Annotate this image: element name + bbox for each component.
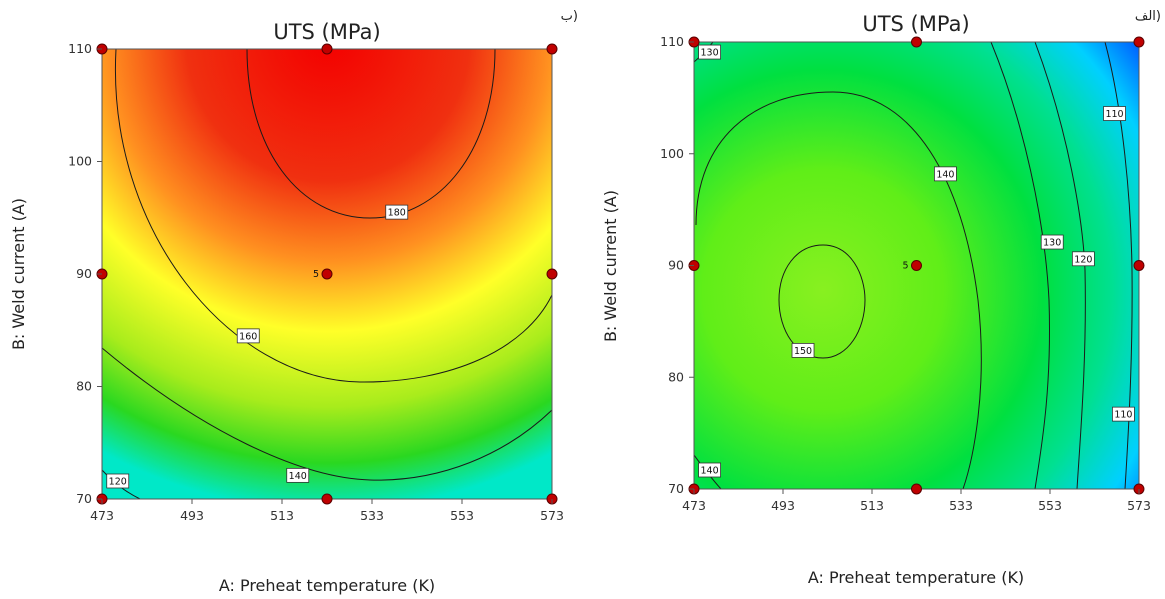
contour-label-box bbox=[106, 473, 130, 489]
contour-label: 140 bbox=[289, 471, 307, 482]
x-tick-label: 473 bbox=[90, 508, 114, 523]
y-tick-label: 100 bbox=[68, 154, 92, 169]
panel-tag-left: ب) bbox=[561, 9, 578, 24]
contour-chart-left: 180 160 140 120 5 473 493 513 533 553 573 70 80 90 1… bbox=[0, 0, 582, 599]
chart-title-left: UTS (MPa) bbox=[273, 20, 380, 44]
design-point bbox=[321, 43, 333, 55]
x-axis-label-right: A: Preheat temperature (K) bbox=[808, 568, 1024, 587]
design-point-count: 5 bbox=[902, 261, 908, 272]
contour-label: 120 bbox=[1074, 254, 1092, 265]
design-point bbox=[1133, 260, 1145, 271]
x-tick-label: 513 bbox=[860, 498, 884, 513]
y-tick-label: 80 bbox=[668, 369, 684, 384]
y-axis-label-right: B: Weld current (A) bbox=[601, 190, 620, 342]
contour-label-box bbox=[791, 343, 815, 358]
contour-140-inner bbox=[695, 91, 982, 489]
design-point bbox=[911, 260, 922, 271]
contour-label-box bbox=[1071, 251, 1095, 267]
x-tick-label: 513 bbox=[270, 508, 294, 523]
contour-label: 120 bbox=[109, 477, 127, 488]
chart-svg-left: 180 160 140 120 5 473 493 513 533 553 573 70 80 90 1… bbox=[9, 9, 578, 595]
contour-label: 140 bbox=[701, 466, 719, 477]
x-tick-label: 573 bbox=[1127, 498, 1151, 513]
contour-chart-right: 130 110 140 130 120 150 110 140 5 473 493 513 533 5… bbox=[583, 0, 1165, 599]
panel-tag-right: الف) bbox=[1135, 9, 1161, 24]
contour-label: 140 bbox=[936, 169, 954, 180]
contour-label-box bbox=[385, 204, 409, 220]
design-point bbox=[321, 493, 333, 505]
x-tick-label: 573 bbox=[540, 508, 564, 523]
contour-130 bbox=[990, 42, 1050, 489]
design-point bbox=[1133, 36, 1145, 48]
contour-180 bbox=[246, 49, 496, 219]
design-point bbox=[546, 268, 558, 280]
y-axis-label-left: B: Weld current (A) bbox=[9, 198, 28, 350]
x-tick-label: 473 bbox=[682, 498, 706, 513]
contour-140 bbox=[102, 347, 552, 481]
contour-label-box bbox=[698, 44, 721, 60]
y-tick-label: 90 bbox=[668, 258, 684, 273]
contour-160 bbox=[114, 49, 552, 383]
y-tick-label: 70 bbox=[76, 491, 92, 506]
contour-labels-right: 130 110 140 130 120 150 110 140 bbox=[698, 44, 1135, 478]
contour-label-box bbox=[1103, 106, 1126, 121]
contour-label-box bbox=[1112, 406, 1135, 422]
axis-ticks-right: 473 493 513 533 553 573 70 80 90 100 110 bbox=[660, 34, 1151, 513]
contour-label: 130 bbox=[1043, 238, 1061, 249]
contour-label-box bbox=[236, 328, 260, 344]
contour-label-box bbox=[934, 166, 957, 182]
contour-label-box bbox=[1040, 234, 1064, 250]
contour-lines-left bbox=[102, 49, 552, 499]
chart-svg-right: 130 110 140 130 120 150 110 140 5 473 493 513 533 5… bbox=[601, 9, 1161, 587]
contour-label: 130 bbox=[701, 48, 719, 59]
axis-ticks-left: 473 493 513 533 553 573 70 80 90 100 110 bbox=[68, 41, 564, 523]
x-tick-label: 493 bbox=[771, 498, 795, 513]
y-tick-label: 100 bbox=[660, 146, 684, 161]
contour-150 bbox=[778, 244, 866, 359]
design-point bbox=[911, 36, 922, 48]
contour-label: 160 bbox=[239, 331, 257, 342]
design-point-count: 5 bbox=[313, 269, 319, 280]
contour-120 bbox=[1034, 42, 1086, 489]
x-tick-label: 493 bbox=[180, 508, 204, 523]
contour-label: 150 bbox=[794, 346, 812, 357]
x-tick-label: 553 bbox=[450, 508, 474, 523]
contour-label-box bbox=[286, 467, 310, 483]
chart-title-right: UTS (MPa) bbox=[862, 12, 969, 36]
y-tick-label: 80 bbox=[76, 379, 92, 394]
design-point bbox=[911, 483, 922, 495]
y-tick-label: 70 bbox=[668, 481, 684, 496]
y-tick-label: 90 bbox=[76, 266, 92, 281]
x-tick-label: 533 bbox=[949, 498, 973, 513]
contour-label: 110 bbox=[1105, 109, 1123, 120]
design-point bbox=[546, 43, 558, 55]
contour-labels-left: 180 160 140 120 bbox=[106, 204, 409, 489]
contour-label: 110 bbox=[1114, 410, 1132, 421]
x-tick-label: 553 bbox=[1038, 498, 1062, 513]
design-point bbox=[321, 268, 333, 280]
y-tick-label: 110 bbox=[68, 41, 92, 56]
contour-label-box bbox=[698, 462, 721, 478]
x-axis-label-left: A: Preheat temperature (K) bbox=[219, 576, 435, 595]
contour-label: 180 bbox=[388, 208, 406, 219]
x-tick-label: 533 bbox=[360, 508, 384, 523]
y-tick-label: 110 bbox=[660, 34, 684, 49]
